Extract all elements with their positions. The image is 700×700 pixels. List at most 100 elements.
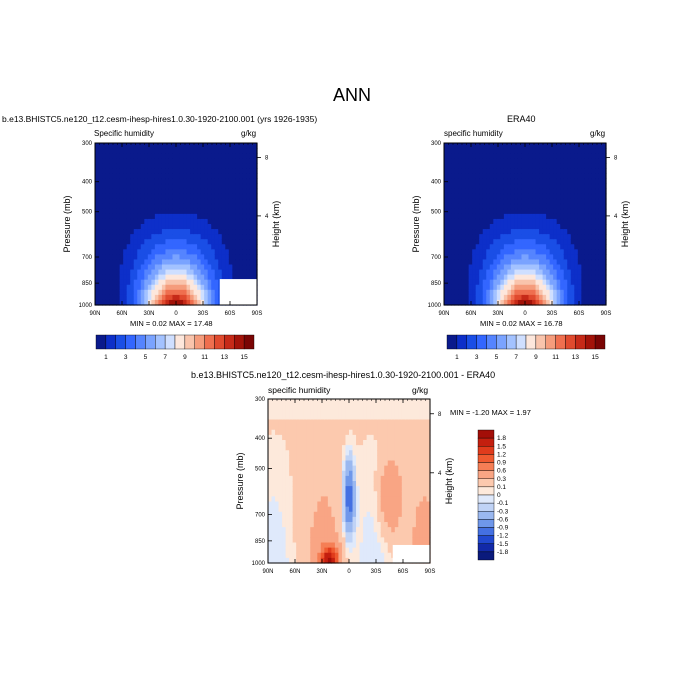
obs-x-tick-label: 90S bbox=[601, 311, 612, 317]
model-y2-tick-label: 8 bbox=[265, 156, 269, 162]
diff-stats: MIN = -1.20 MAX = 1.97 bbox=[450, 408, 531, 417]
obs-colorbar-swatch bbox=[515, 334, 527, 350]
diff-colorbar-swatch bbox=[477, 502, 495, 512]
model-colorbar-swatch bbox=[194, 334, 205, 350]
obs-x-tick-label: 60S bbox=[574, 311, 585, 317]
diff-y2-tick-label: 4 bbox=[438, 471, 442, 477]
obs-colorbar-swatch bbox=[555, 334, 566, 350]
diff-colorbar-label: -0.1 bbox=[497, 500, 509, 507]
model-colorbar-label: 1 bbox=[104, 354, 108, 361]
obs-x-tick-label: 60N bbox=[465, 311, 476, 317]
model-colorbar-swatch bbox=[234, 334, 245, 350]
model-y-tick-label: 500 bbox=[82, 210, 93, 216]
diff-colorbar-swatch bbox=[477, 429, 495, 439]
obs-colorbar-label: 9 bbox=[534, 354, 538, 361]
diff-colorbar-label: 1.2 bbox=[497, 451, 506, 458]
obs-colorbar-swatch bbox=[525, 334, 537, 350]
model-colorbar-label: 15 bbox=[241, 354, 249, 361]
model-missing-data-box bbox=[219, 279, 257, 305]
obs-y-axis-title: Pressure (mb) bbox=[411, 195, 421, 252]
model-colorbar-swatch bbox=[125, 334, 136, 350]
diff-colorbar-swatch bbox=[477, 470, 495, 479]
model-x-tick-label: 90S bbox=[252, 311, 263, 317]
obs-x-tick-label: 30N bbox=[492, 311, 503, 317]
diff-right-label: g/kg bbox=[412, 385, 429, 395]
model-colorbar-swatch bbox=[115, 334, 126, 350]
obs-colorbar-label: 1 bbox=[455, 354, 459, 361]
obs-colorbar-swatch bbox=[466, 334, 477, 350]
diff-colorbar-swatch bbox=[477, 551, 495, 561]
diff-colorbar-label: -0.3 bbox=[497, 508, 509, 515]
diff-colorbar-swatch bbox=[477, 519, 495, 528]
diff-y-tick-label: 850 bbox=[255, 539, 266, 545]
model-right-label: g/kg bbox=[241, 129, 257, 138]
obs-panel-header: ERA40 bbox=[507, 114, 536, 124]
diff-colorbar-swatch bbox=[477, 535, 495, 544]
diff-colorbar-swatch bbox=[477, 462, 495, 471]
diff-colorbar-label: -0.9 bbox=[497, 525, 509, 532]
diff-colorbar-label: 0.9 bbox=[497, 460, 506, 467]
obs-y2-tick-label: 8 bbox=[614, 156, 618, 162]
diff-x-tick-label: 60N bbox=[289, 569, 300, 575]
diff-colorbar-swatch bbox=[477, 478, 495, 488]
diff-y-tick-label: 300 bbox=[255, 397, 266, 403]
model-y2-axis-title: Height (km) bbox=[271, 201, 281, 248]
model-colorbar-swatch bbox=[174, 334, 186, 350]
diff-y2-axis-title: Height (km) bbox=[444, 458, 454, 505]
diff-left-label: specific humidity bbox=[268, 385, 331, 395]
model-x-tick-label: 30S bbox=[198, 311, 209, 317]
obs-colorbar-label: 13 bbox=[572, 354, 580, 361]
diff-y2-tick-label: 8 bbox=[438, 412, 442, 418]
model-y-tick-label: 300 bbox=[82, 141, 93, 147]
obs-colorbar-swatch bbox=[575, 334, 586, 350]
obs-colorbar-swatch bbox=[446, 334, 458, 350]
obs-colorbar-swatch bbox=[565, 334, 576, 350]
obs-colorbar-label: 3 bbox=[475, 354, 479, 361]
diff-colorbar-label: -0.6 bbox=[497, 516, 509, 523]
diff-colorbar-label: -1.2 bbox=[497, 533, 509, 540]
obs-colorbar-label: 7 bbox=[514, 354, 518, 361]
model-colorbar-swatch bbox=[214, 334, 225, 350]
obs-plot-area bbox=[444, 143, 607, 306]
diff-colorbar-label: 1.8 bbox=[497, 435, 506, 442]
model-colorbar-swatch bbox=[105, 334, 116, 350]
obs-colorbar-label: 5 bbox=[495, 354, 499, 361]
model-left-label: Specific humidity bbox=[94, 129, 155, 138]
model-colorbar-swatch bbox=[135, 334, 146, 350]
model-plot-area bbox=[95, 143, 258, 306]
model-x-tick-label: 60S bbox=[225, 311, 236, 317]
obs-colorbar-swatch bbox=[506, 334, 517, 350]
model-x-tick-label: 30N bbox=[143, 311, 154, 317]
diff-colorbar-label: -1.5 bbox=[497, 541, 509, 548]
obs-y-tick-label: 1000 bbox=[428, 303, 442, 309]
diff-x-tick-label: 30N bbox=[316, 569, 327, 575]
diff-colorbar-label: 0.3 bbox=[497, 476, 506, 483]
model-colorbar-swatch bbox=[95, 334, 107, 350]
model-colorbar-label: 3 bbox=[124, 354, 128, 361]
obs-colorbar-label: 15 bbox=[592, 354, 600, 361]
obs-y-tick-label: 500 bbox=[431, 210, 442, 216]
model-y-axis-title: Pressure (mb) bbox=[62, 195, 72, 252]
model-stats: MIN = 0.02 MAX = 17.48 bbox=[130, 319, 213, 328]
diff-missing-data-box bbox=[392, 544, 430, 563]
diff-x-tick-label: 0 bbox=[347, 569, 351, 575]
model-colorbar-swatch bbox=[145, 334, 156, 350]
diff-colorbar-label: 0.1 bbox=[497, 484, 506, 491]
model-colorbar-label: 7 bbox=[163, 354, 167, 361]
diff-colorbar-swatch bbox=[477, 511, 495, 520]
model-colorbar-swatch bbox=[243, 334, 255, 350]
model-y-tick-label: 1000 bbox=[79, 303, 93, 309]
diff-colorbar-swatch bbox=[477, 446, 495, 455]
obs-colorbar-swatch bbox=[545, 334, 556, 350]
diff-x-tick-label: 90S bbox=[425, 569, 436, 575]
model-colorbar-label: 13 bbox=[221, 354, 229, 361]
model-x-tick-label: 90N bbox=[89, 311, 100, 317]
obs-colorbar-swatch bbox=[585, 334, 596, 350]
obs-colorbar-swatch bbox=[486, 334, 497, 350]
obs-x-tick-label: 0 bbox=[523, 311, 527, 317]
diff-colorbar-swatch bbox=[477, 494, 495, 504]
obs-y2-axis-title: Height (km) bbox=[620, 201, 630, 248]
model-y-tick-label: 700 bbox=[82, 255, 93, 261]
model-colorbar-label: 9 bbox=[183, 354, 187, 361]
